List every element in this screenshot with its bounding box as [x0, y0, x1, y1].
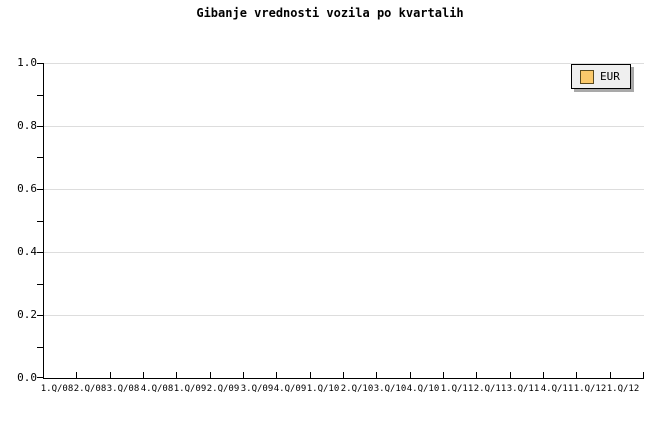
x-tick — [243, 372, 244, 378]
x-tick — [376, 372, 377, 378]
x-tick-label: 2.Q/11 — [473, 384, 507, 394]
x-tick-label: 1.Q/12 — [573, 384, 607, 394]
x-tick — [76, 372, 77, 378]
x-tick-label: 1.Q/11 — [440, 384, 474, 394]
x-tick — [310, 372, 311, 378]
x-tick-label: 1.Q/12 — [606, 384, 640, 394]
x-tick — [143, 372, 144, 378]
y-gridline — [44, 189, 644, 190]
y-tick — [37, 95, 43, 96]
x-tick — [476, 372, 477, 378]
x-tick — [410, 372, 411, 378]
y-tick — [37, 126, 43, 127]
x-tick — [543, 372, 544, 378]
x-tick-label: 4.Q/10 — [406, 384, 440, 394]
x-tick-label: 1.Q/08 — [40, 384, 74, 394]
plot-area — [37, 63, 644, 379]
y-tick-label: 0.4 — [17, 245, 37, 258]
x-tick-label: 2.Q/10 — [340, 384, 374, 394]
legend-box: EUR — [571, 64, 631, 89]
y-tick — [37, 157, 43, 158]
x-tick — [176, 372, 177, 378]
x-tick-label: 1.Q/09 — [173, 384, 207, 394]
x-tick-label: 3.Q/08 — [106, 384, 140, 394]
y-tick-label: 0.0 — [17, 371, 37, 384]
x-tick-label: 4.Q/09 — [273, 384, 307, 394]
y-tick — [37, 189, 43, 190]
x-tick-label: 2.Q/08 — [73, 384, 107, 394]
x-tick — [343, 372, 344, 378]
y-gridline — [44, 315, 644, 316]
y-tick-label: 0.2 — [17, 308, 37, 321]
y-tick — [37, 252, 43, 253]
y-gridline — [44, 126, 644, 127]
y-tick — [37, 347, 43, 348]
y-gridline — [44, 252, 644, 253]
x-tick — [610, 372, 611, 378]
x-tick — [576, 372, 577, 378]
x-tick — [643, 372, 644, 378]
x-tick — [443, 372, 444, 378]
x-tick-label: 1.Q/10 — [306, 384, 340, 394]
x-tick-label: 3.Q/11 — [506, 384, 540, 394]
x-tick — [276, 372, 277, 378]
y-tick-label: 0.8 — [17, 119, 37, 132]
x-tick — [210, 372, 211, 378]
y-tick — [37, 377, 43, 378]
y-tick — [37, 315, 43, 316]
x-tick-label: 4.Q/11 — [540, 384, 574, 394]
x-tick — [110, 372, 111, 378]
legend-swatch-eur-icon — [580, 69, 594, 84]
legend-label: EUR — [600, 69, 620, 83]
y-tick — [37, 63, 43, 64]
x-tick-label: 4.Q/08 — [140, 384, 174, 394]
x-tick-label: 2.Q/09 — [206, 384, 240, 394]
x-tick-label: 3.Q/10 — [373, 384, 407, 394]
x-tick-label: 3.Q/09 — [240, 384, 274, 394]
chart-title: Gibanje vrednosti vozila po kvartalih — [196, 6, 464, 20]
y-tick-label: 0.6 — [17, 182, 37, 195]
y-tick — [37, 221, 43, 222]
x-tick — [510, 372, 511, 378]
y-tick-label: 1.0 — [17, 56, 37, 69]
y-tick — [37, 284, 43, 285]
y-gridline — [44, 63, 644, 64]
